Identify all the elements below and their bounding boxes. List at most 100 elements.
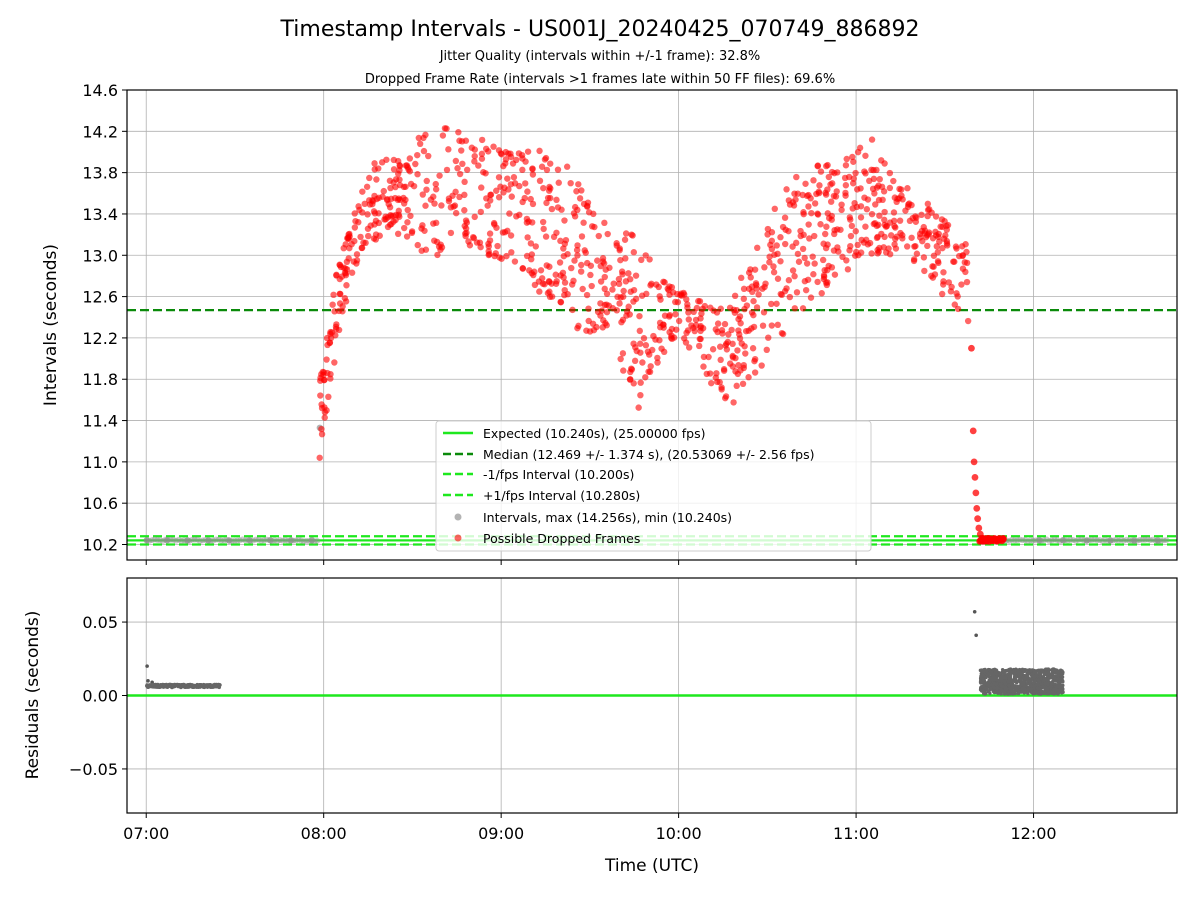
dropped-frame-point: [567, 179, 574, 187]
interval-point: [1048, 537, 1055, 544]
dropped-frame-point: [940, 269, 947, 276]
interval-point: [1123, 536, 1130, 543]
dropped-frame-point: [423, 186, 430, 193]
interval-point: [295, 536, 302, 543]
dropped-frame-point: [602, 320, 609, 327]
interval-point: [290, 537, 297, 544]
dropped-frame-point: [829, 180, 836, 187]
residual-point: [1003, 685, 1008, 689]
interval-point: [1083, 537, 1090, 544]
dropped-frame-point: [484, 202, 491, 209]
dropped-frame-point: [847, 216, 854, 223]
dropped-frame-points: [316, 125, 1007, 545]
residual-point: [984, 681, 988, 685]
dropped-frame-point: [462, 225, 470, 232]
dropped-frame-point: [811, 200, 819, 207]
residual-point: [1047, 692, 1051, 696]
x-tick-label: 11:00: [833, 824, 879, 843]
dropped-frame-point: [685, 316, 692, 323]
dropped-frame-point: [333, 321, 340, 328]
interval-point: [1008, 536, 1015, 543]
interval-point: [1080, 537, 1087, 544]
dropped-frame-point: [684, 304, 691, 311]
x-tick-label: 08:00: [301, 824, 347, 843]
dropped-frame-point: [524, 188, 531, 195]
intervals-y-tick-label: 13.8: [82, 164, 118, 183]
dropped-frame-point: [964, 317, 972, 325]
dropped-frame-point: [771, 205, 778, 213]
interval-point: [162, 536, 169, 543]
dropped-frame-point: [766, 253, 773, 260]
dropped-frame-point: [348, 269, 356, 276]
dropped-frame-point: [445, 146, 452, 153]
dropped-frame-point: [603, 308, 611, 316]
dropped-frame-point: [331, 359, 338, 366]
dropped-frame-point: [935, 233, 942, 241]
dropped-frame-point: [495, 174, 503, 181]
dropped-frame-point: [324, 341, 331, 349]
residual-point: [1009, 688, 1014, 693]
dropped-frame-point: [857, 214, 865, 221]
residual-point: [1013, 674, 1017, 678]
dropped-frame-point: [777, 234, 784, 241]
dropped-frame-point: [770, 263, 777, 270]
dropped-frame-point: [486, 230, 494, 237]
dropped-frame-point: [844, 266, 852, 273]
dropped-frame-point: [527, 240, 535, 247]
interval-point: [1142, 536, 1149, 543]
dropped-frame-point: [329, 301, 336, 308]
residuals-y-tick-label: 0.00: [82, 687, 118, 706]
dropped-frame-point: [852, 169, 859, 177]
interval-point: [1043, 536, 1050, 543]
dropped-frame-point: [503, 252, 510, 260]
dropped-frame-point: [729, 354, 737, 361]
dropped-frame-point: [532, 243, 539, 250]
dropped-frame-point: [714, 320, 722, 327]
dropped-frame-point: [342, 298, 350, 305]
dropped-frame-point: [510, 174, 518, 181]
dropped-frame-point: [765, 334, 772, 341]
dropped-frame-point: [361, 200, 368, 208]
interval-point: [175, 536, 182, 543]
dropped-frame-point: [666, 313, 673, 320]
dropped-frame-point: [777, 258, 784, 265]
interval-point: [186, 537, 193, 544]
dropped-frame-point: [487, 191, 494, 199]
residuals-points: [145, 609, 1065, 696]
dropped-frame-point: [672, 311, 679, 318]
interval-point: [1134, 537, 1141, 544]
dropped-frame-point: [579, 285, 586, 293]
dropped-frame-point: [505, 186, 512, 193]
dropped-frame-point: [583, 291, 591, 299]
dropped-frame-point: [847, 232, 855, 240]
residual-point: [146, 679, 150, 683]
dropped-frame-point: [764, 231, 771, 238]
residual-point: [997, 678, 1001, 683]
dropped-frame-point: [518, 151, 526, 159]
dropped-frame-point: [585, 305, 592, 312]
residual-point: [1048, 674, 1053, 679]
dropped-frame-point: [508, 249, 515, 256]
dropped-frame-point: [811, 260, 818, 267]
interval-point: [284, 537, 291, 544]
interval-point: [1088, 537, 1095, 544]
dropped-frame-point: [438, 202, 445, 209]
dropped-frame-point: [366, 197, 373, 204]
dropped-frame-point: [654, 354, 661, 362]
dropped-frame-point: [683, 296, 690, 303]
dropped-frame-point: [768, 237, 776, 245]
legend-box: [435, 420, 872, 552]
dropped-frame-point: [875, 196, 883, 204]
dropped-frame-point: [588, 282, 595, 290]
dropped-frame-point: [912, 242, 919, 250]
dropped-frame-point: [396, 176, 403, 183]
interval-point: [1056, 538, 1063, 545]
dropped-frame-point: [896, 217, 904, 224]
interval-point: [247, 537, 254, 544]
dropped-frame-point: [587, 271, 594, 279]
dropped-frame-point: [680, 335, 688, 342]
dropped-frame-point: [603, 290, 611, 297]
dropped-frame-point: [527, 195, 534, 203]
dropped-frame-point: [325, 393, 332, 401]
